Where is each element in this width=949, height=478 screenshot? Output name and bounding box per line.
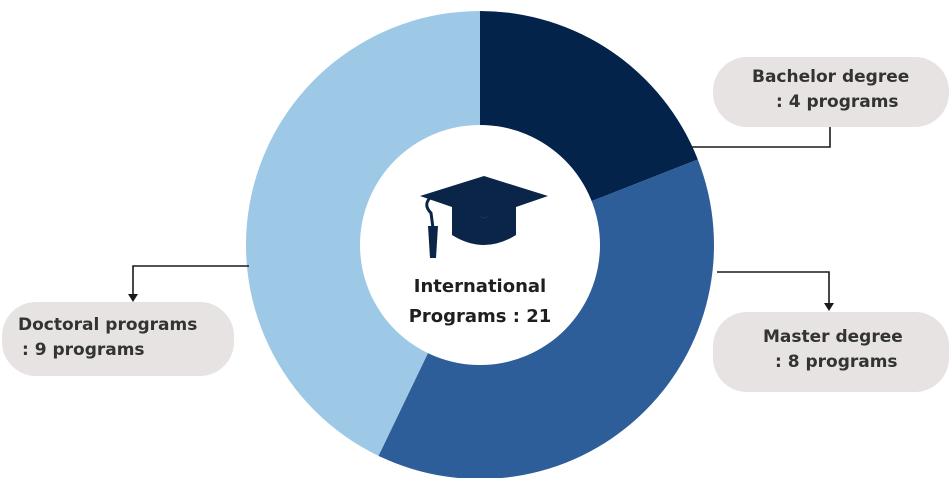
bachelor-label-title: Bachelor degree [752,67,910,87]
master-label-title: Master degree [763,327,903,347]
graduation-cap-icon [420,176,548,258]
connector-bachelor [691,124,831,148]
center-label-line1: International [413,276,547,297]
doctoral-programs-label: Doctoral programs : 9 programs [2,302,234,376]
master-degree-label: Master degree : 8 programs [713,312,949,392]
center-label-line2: Programs : 21 [408,306,552,327]
bachelor-label-count: : 4 programs [776,92,899,112]
master-label-count: : 8 programs [775,352,898,372]
bachelor-degree-label: Bachelor degree : 4 programs [713,57,949,127]
center-label: International Programs : 21 [380,272,580,332]
doctoral-label-title: Doctoral programs [18,315,198,335]
doctoral-label-count: : 9 programs [22,340,145,360]
connector-doctoral [128,265,249,302]
donut-hole [360,125,600,365]
connector-master [717,271,834,311]
